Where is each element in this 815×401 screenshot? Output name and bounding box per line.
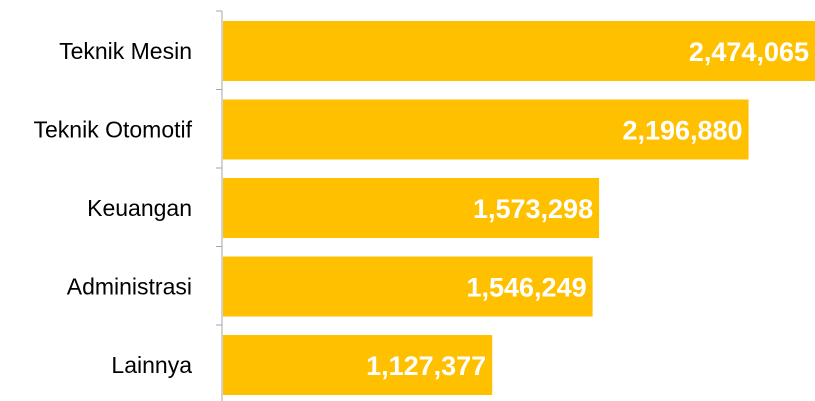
value-label: 1,127,377 — [366, 351, 486, 381]
value-label: 1,546,249 — [466, 273, 586, 303]
value-labels: 2,474,065 2,196,880 1,573,298 1,546,249 1,12… — [366, 37, 809, 381]
bar — [223, 335, 493, 395]
category-labels: Teknik Mesin Teknik Otomotif Keuangan Admin… — [34, 38, 193, 378]
category-label: Administrasi — [67, 274, 192, 300]
bar — [223, 99, 749, 160]
value-label: 1,573,298 — [473, 194, 593, 224]
category-label: Lainnya — [111, 352, 192, 378]
value-label: 2,474,065 — [689, 37, 809, 67]
bar — [223, 256, 593, 317]
category-label: Keuangan — [87, 195, 192, 221]
category-axis — [216, 10, 223, 401]
category-label: Teknik Mesin — [59, 38, 192, 64]
bar — [223, 21, 815, 81]
bar — [223, 178, 600, 238]
bars-group — [223, 21, 815, 395]
value-label: 2,196,880 — [622, 116, 742, 146]
category-label: Teknik Otomotif — [34, 117, 193, 143]
